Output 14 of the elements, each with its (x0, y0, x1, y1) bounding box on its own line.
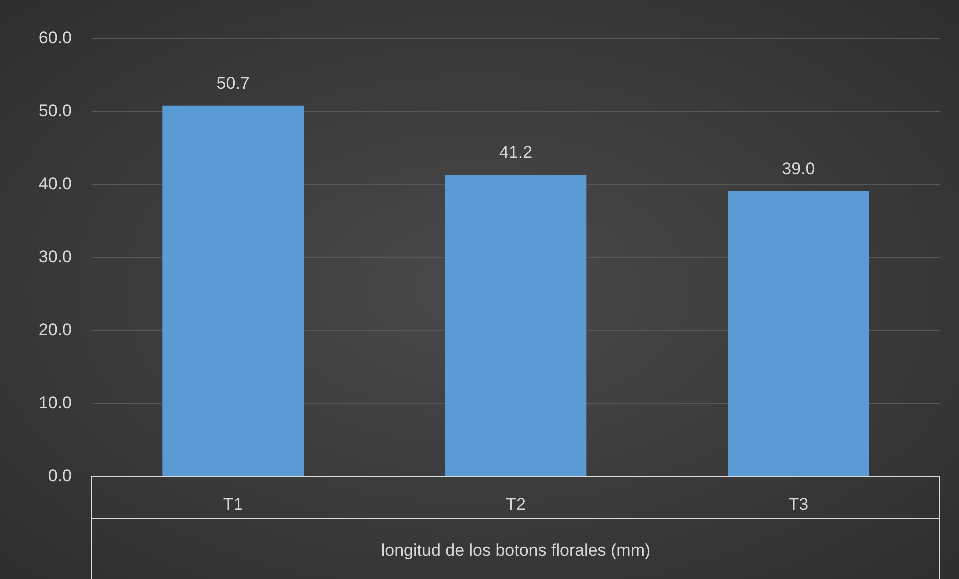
y-tick-label: 50.0 (38, 102, 72, 120)
y-tick-label: 10.0 (38, 394, 72, 412)
y-tick-label: 40.0 (38, 174, 72, 194)
y-tick-label: 60.0 (38, 28, 72, 48)
x-tick-label: T3 (788, 495, 809, 514)
data-label: 41.2 (499, 143, 533, 162)
data-label: 50.7 (216, 74, 250, 93)
x-axis-title: longitud de los botons florales (mm) (381, 541, 651, 560)
x-tick-label: T2 (506, 495, 526, 514)
y-tick-label: 30.0 (38, 248, 72, 266)
y-tick-label: 0.0 (48, 466, 72, 486)
x-tick-label: T1 (223, 495, 244, 514)
y-tick-label: 20.0 (38, 320, 72, 340)
data-label: 39.0 (782, 159, 816, 178)
